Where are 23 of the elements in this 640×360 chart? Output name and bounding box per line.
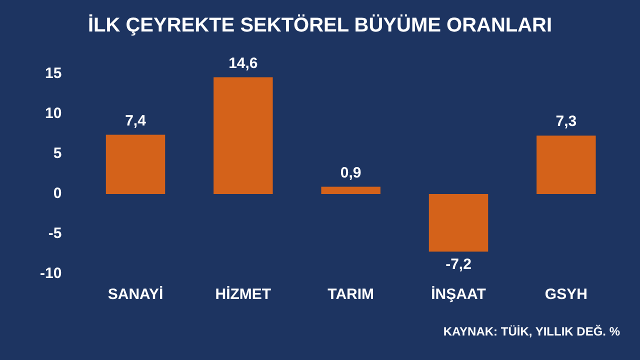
data-label: -7,2: [446, 256, 472, 274]
x-tick-label: GSYH: [544, 286, 588, 304]
y-tick-label: 5: [53, 145, 62, 162]
bar: [106, 134, 166, 194]
data-label: 0,9: [340, 164, 362, 182]
y-tick-label: -10: [40, 265, 62, 282]
data-label: 14,6: [228, 54, 258, 72]
text: KAYNAK: TÜİK, YILLIK DEĞ. %: [443, 324, 620, 338]
y-tick-label: -5: [48, 225, 62, 242]
bar: [321, 186, 380, 194]
x-tick-label: HİZMET: [215, 286, 272, 304]
data-label: 7,4: [125, 112, 147, 130]
x-tick-label: SANAYİ: [108, 286, 164, 304]
x-tick-label: İNŞAAT: [431, 286, 486, 304]
chart-title: İLK ÇEYREKTE SEKTÖREL BÜYÜME ORANLARI: [88, 14, 552, 37]
bar: [214, 77, 273, 194]
y-tick-label: 0: [53, 185, 62, 202]
bar: [536, 136, 596, 194]
y-tick-label: 15: [44, 65, 62, 82]
x-tick-label: TARIM: [328, 286, 374, 304]
bar: [428, 194, 488, 252]
data-label: 7,3: [556, 113, 577, 130]
y-tick-label: 10: [44, 105, 62, 122]
